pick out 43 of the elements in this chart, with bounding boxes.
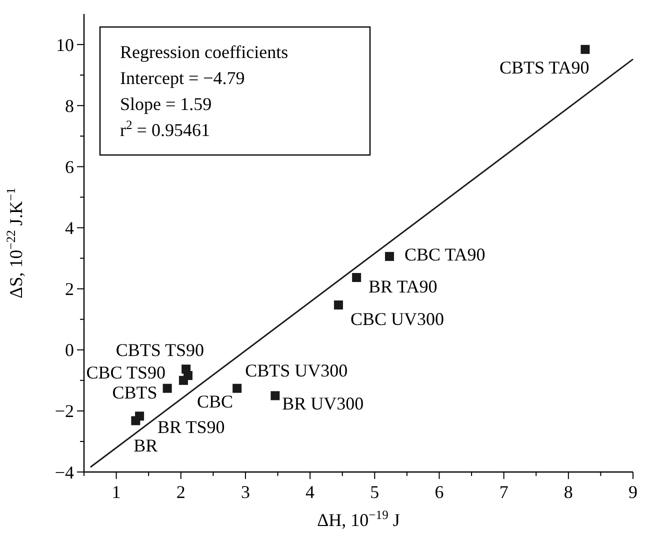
annotation: Regression coefficients — [120, 42, 288, 62]
point — [162, 384, 172, 393]
annotation: CBC TS90 — [86, 362, 166, 382]
annotation: CBC — [197, 391, 234, 412]
y-tick-label: −4 — [54, 462, 74, 482]
point — [131, 416, 140, 426]
annotation: CBTS UV300 — [245, 360, 348, 380]
annotation: BR TA90 — [368, 276, 438, 297]
annotation: BR — [134, 436, 158, 456]
x-tick-label: 6 — [434, 482, 444, 502]
point — [270, 391, 280, 400]
x-tick-label: 7 — [499, 482, 508, 502]
annotation: CBC UV300 — [350, 308, 444, 329]
point — [232, 384, 242, 393]
annotation: CBC TA90 — [404, 244, 486, 264]
annotation: Slope = 1.59 — [120, 94, 212, 114]
annotation: Intercept = −4.79 — [120, 68, 245, 88]
point — [385, 252, 394, 261]
annotation: r$^{2}$ = 0.95461 — [120, 118, 210, 140]
annotation: CBTS TA90 — [499, 57, 590, 78]
y-tick-label: −2 — [54, 401, 74, 422]
annotation: CBTS — [112, 382, 158, 402]
x-axis-title: ΔH, 10$^{−19}$ J — [317, 508, 400, 530]
annotation: BR UV300 — [282, 394, 364, 414]
point — [580, 44, 590, 54]
x-tick-label: 5 — [370, 482, 380, 502]
y-tick-label: 4 — [65, 218, 74, 238]
point — [352, 273, 362, 282]
x-tick-label: 3 — [240, 482, 250, 502]
y-tick-label: 10 — [56, 34, 74, 55]
x-tick-label: 2 — [176, 482, 186, 502]
y-tick-label: 2 — [65, 279, 74, 300]
annotation: BR TS90 — [158, 417, 225, 438]
y-tick-label: 8 — [65, 96, 74, 116]
y-tick-label: 6 — [65, 156, 74, 177]
point — [334, 300, 343, 310]
x-tick-label: 8 — [564, 482, 573, 502]
x-tick-label: 4 — [306, 482, 315, 502]
point — [178, 376, 188, 385]
x-tick-label: 1 — [112, 482, 121, 502]
annotation: CBTS TS90 — [116, 340, 204, 360]
y-tick-label: 0 — [65, 340, 74, 360]
x-tick-label: 9 — [628, 482, 638, 502]
